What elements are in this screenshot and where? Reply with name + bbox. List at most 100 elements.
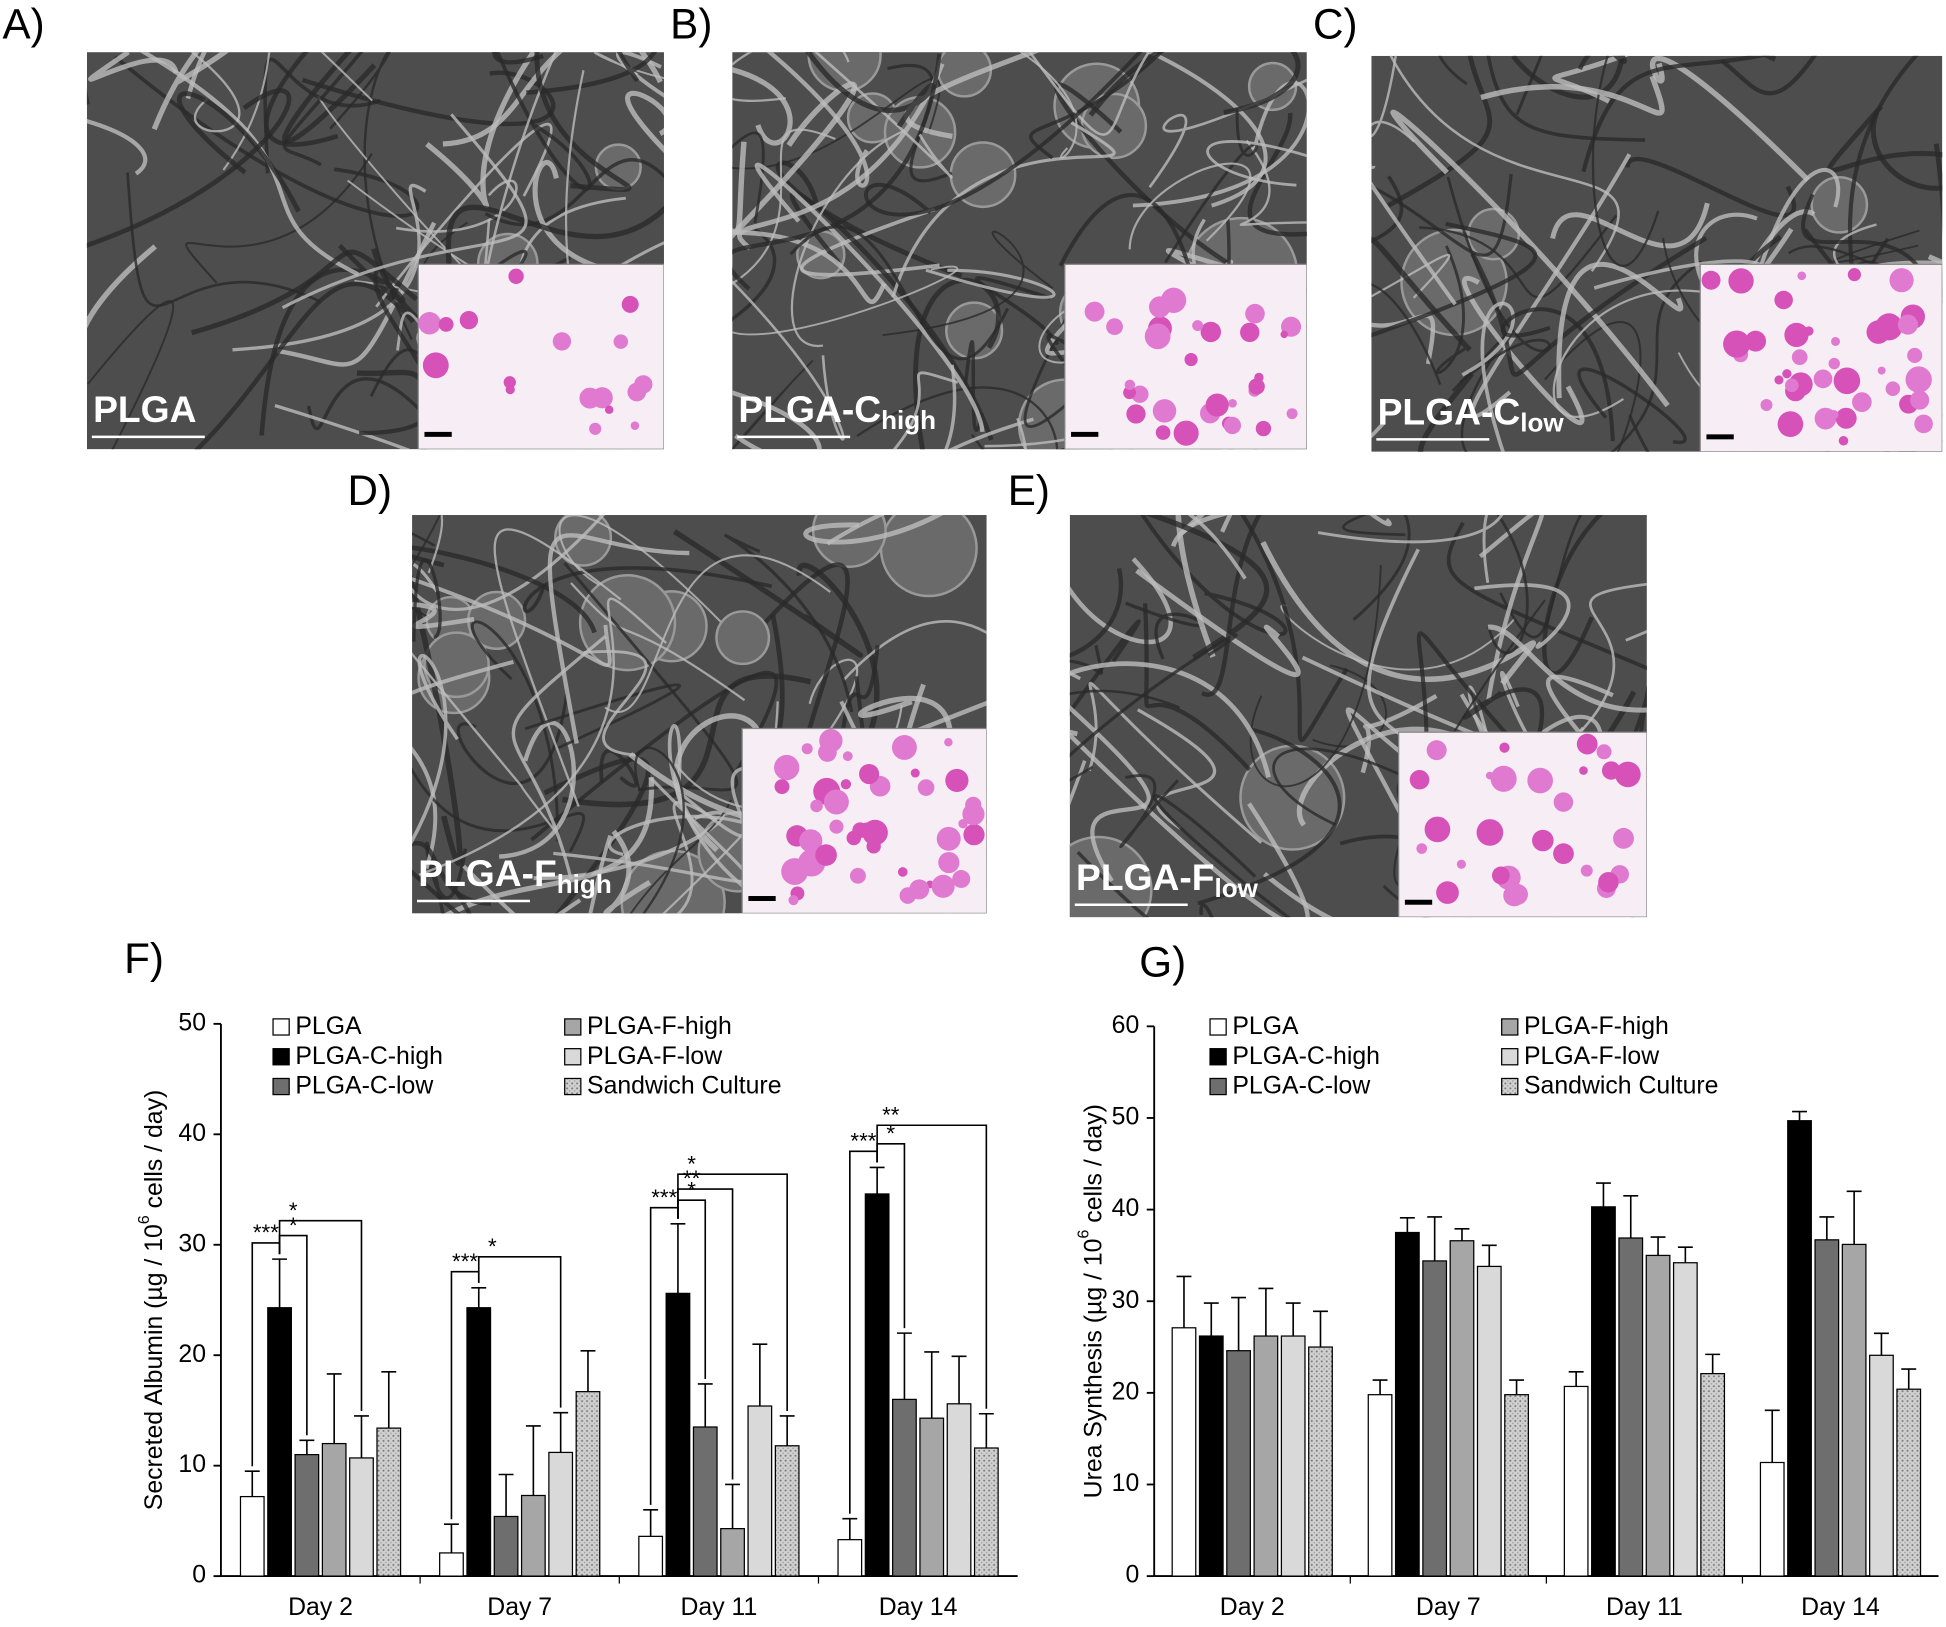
- fiber: [625, 90, 664, 154]
- fiber: [1145, 52, 1268, 208]
- inset-scale-bar: [424, 431, 452, 437]
- fiber: [1069, 557, 1173, 645]
- error-bar: [924, 1351, 940, 1419]
- stained-cell: [815, 844, 837, 866]
- error-bar: [1650, 1236, 1666, 1256]
- bar: [321, 1442, 347, 1577]
- significance-bracket: [477, 1256, 562, 1408]
- fiber: [667, 723, 787, 914]
- y-label-text: cells / day): [1080, 1104, 1107, 1229]
- error-bar: [752, 1343, 768, 1407]
- stained-cell: [1784, 378, 1799, 393]
- stained-cell: [503, 376, 516, 389]
- bar: [575, 1391, 601, 1577]
- x-tick-label: Day 11: [1606, 1594, 1683, 1621]
- significance-label: ***: [452, 1249, 478, 1274]
- caption-sub: low: [1215, 873, 1259, 903]
- stained-cell: [1491, 866, 1510, 885]
- bar: [1591, 1206, 1616, 1577]
- error-bar: [1427, 1216, 1443, 1261]
- stained-cell: [418, 311, 441, 335]
- y-label-sup: 6: [1075, 1230, 1093, 1239]
- stained-cell: [866, 839, 881, 854]
- significance-label: *: [488, 1234, 497, 1259]
- error-bar: [1901, 1368, 1917, 1390]
- fiber: [456, 689, 569, 786]
- stained-cell: [1155, 425, 1171, 440]
- legend-label: PLGA: [295, 1013, 362, 1040]
- stained-cell: [1280, 330, 1288, 339]
- fiber: [1371, 175, 1404, 244]
- stained-cell: [815, 783, 826, 794]
- fiber: [1649, 55, 1810, 182]
- fiber: [281, 113, 528, 310]
- fiber: [264, 52, 339, 147]
- fiber: [1438, 55, 1468, 86]
- error-bar: [1623, 1195, 1639, 1239]
- bar: [919, 1417, 945, 1577]
- stained-cell: [1436, 881, 1459, 904]
- bar: [1226, 1350, 1251, 1577]
- panel-label: G): [1139, 939, 1186, 986]
- fiber: [892, 371, 959, 450]
- stained-cell: [1723, 330, 1751, 358]
- y-tick-label: 30: [1112, 1287, 1140, 1314]
- fiber: [672, 529, 864, 658]
- fiber: [139, 52, 359, 277]
- stained-cell: [1476, 819, 1504, 846]
- fiber: [87, 300, 175, 450]
- stained-cell: [1255, 420, 1272, 437]
- stained-cell: [1907, 347, 1923, 364]
- caption-main: PLGA-F: [418, 852, 557, 894]
- stained-cell: [1532, 829, 1554, 852]
- stained-cell: [1144, 323, 1171, 350]
- y-label-text: Urea Synthesis (µg / 10: [1080, 1239, 1107, 1499]
- fiber: [1417, 372, 1475, 452]
- caption: PLGA-Chigh: [738, 388, 936, 435]
- fiber: [1446, 176, 1551, 384]
- error-bar: [444, 1523, 459, 1553]
- significance-label: **: [882, 1102, 900, 1127]
- stained-cell: [829, 819, 844, 834]
- legend-label: Sandwich Culture: [587, 1073, 781, 1100]
- legend-swatch: [1209, 1077, 1227, 1096]
- bar: [294, 1453, 320, 1577]
- bar: [1280, 1335, 1306, 1577]
- stained-cell: [917, 779, 935, 796]
- fiber: [882, 230, 1054, 337]
- stained-cell: [1782, 369, 1792, 379]
- fiber: [1487, 624, 1647, 713]
- bar: [1896, 1388, 1922, 1577]
- fiber: [86, 244, 157, 329]
- y-label-text: Secreted Albumin (µg / 10: [141, 1224, 168, 1510]
- fiber: [1486, 55, 1646, 142]
- stained-cell: [1835, 407, 1857, 429]
- error-bar: [1372, 1379, 1388, 1395]
- fiber: [511, 634, 607, 881]
- fiber: [1371, 313, 1436, 365]
- stained-cell: [774, 754, 800, 781]
- error-bar: [725, 1483, 740, 1529]
- error-bar: [1677, 1246, 1693, 1263]
- fiber: [263, 57, 382, 174]
- fiber: [732, 141, 747, 235]
- stained-cell: [1838, 435, 1849, 446]
- significance-bracket: [677, 1173, 788, 1411]
- fiber: [813, 52, 953, 179]
- significance-label: *: [886, 1121, 895, 1146]
- panel-label: F): [124, 935, 164, 982]
- fiber: [1371, 253, 1451, 299]
- significance-label: ***: [253, 1220, 279, 1245]
- fiber: [1474, 583, 1571, 649]
- fiber: [1280, 604, 1516, 671]
- stained-cell: [862, 819, 888, 846]
- fiber: [492, 52, 544, 65]
- fiber: [732, 280, 845, 441]
- fiber: [1076, 850, 1214, 918]
- y-tick-label: 20: [178, 1341, 206, 1368]
- bar: [946, 1403, 972, 1577]
- legend-label: PLGA-C-low: [1232, 1073, 1370, 1100]
- caption-sub: high: [557, 869, 612, 899]
- fiber: [1088, 52, 1301, 117]
- fiber: [1371, 236, 1472, 352]
